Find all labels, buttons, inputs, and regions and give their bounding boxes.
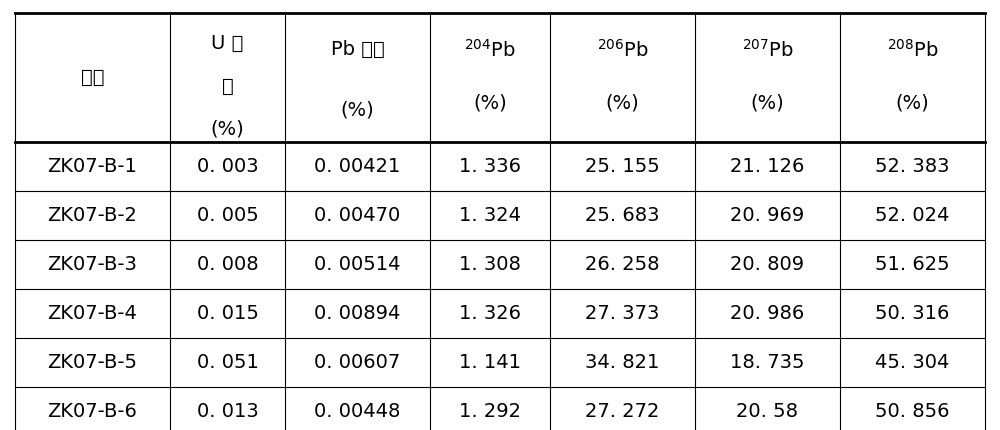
Text: 52. 024: 52. 024 <box>875 206 950 225</box>
Text: 50. 856: 50. 856 <box>875 402 950 421</box>
Text: 1. 292: 1. 292 <box>459 402 521 421</box>
Text: 1. 141: 1. 141 <box>459 353 521 372</box>
Text: 21. 126: 21. 126 <box>730 157 805 176</box>
Text: (%): (%) <box>606 94 639 113</box>
Text: 1. 308: 1. 308 <box>459 255 521 274</box>
Text: Pb 含量: Pb 含量 <box>331 40 384 59</box>
Text: 45. 304: 45. 304 <box>875 353 950 372</box>
Text: (%): (%) <box>473 94 507 113</box>
Text: 25. 683: 25. 683 <box>585 206 660 225</box>
Text: 0. 00448: 0. 00448 <box>314 402 401 421</box>
Text: ZK07-B-1: ZK07-B-1 <box>48 157 137 176</box>
Text: $^{207}$Pb: $^{207}$Pb <box>742 39 793 60</box>
Text: 20. 809: 20. 809 <box>730 255 805 274</box>
Text: (%): (%) <box>211 120 244 138</box>
Text: 量: 量 <box>222 77 233 95</box>
Text: 18. 735: 18. 735 <box>730 353 805 372</box>
Text: ZK07-B-2: ZK07-B-2 <box>48 206 137 225</box>
Text: 0. 00607: 0. 00607 <box>314 353 401 372</box>
Text: ZK07-B-3: ZK07-B-3 <box>48 255 137 274</box>
Text: 0. 00470: 0. 00470 <box>314 206 401 225</box>
Text: 20. 58: 20. 58 <box>736 402 798 421</box>
Text: $^{204}$Pb: $^{204}$Pb <box>464 39 516 60</box>
Text: 20. 986: 20. 986 <box>730 304 805 323</box>
Text: 1. 324: 1. 324 <box>459 206 521 225</box>
Text: 50. 316: 50. 316 <box>875 304 950 323</box>
Text: 0. 00421: 0. 00421 <box>314 157 401 176</box>
Text: 0. 013: 0. 013 <box>197 402 258 421</box>
Text: 0. 015: 0. 015 <box>197 304 258 323</box>
Text: 26. 258: 26. 258 <box>585 255 660 274</box>
Text: 27. 272: 27. 272 <box>585 402 660 421</box>
Text: U 含: U 含 <box>211 34 244 52</box>
Text: 0. 00894: 0. 00894 <box>314 304 401 323</box>
Text: 0. 003: 0. 003 <box>197 157 258 176</box>
Text: $^{208}$Pb: $^{208}$Pb <box>887 39 938 60</box>
Text: (%): (%) <box>341 100 374 119</box>
Text: 样号: 样号 <box>81 68 104 87</box>
Text: (%): (%) <box>751 94 784 113</box>
Text: 0. 005: 0. 005 <box>197 206 258 225</box>
Text: 52. 383: 52. 383 <box>875 157 950 176</box>
Text: ZK07-B-5: ZK07-B-5 <box>48 353 138 372</box>
Text: 27. 373: 27. 373 <box>585 304 660 323</box>
Text: (%): (%) <box>896 94 929 113</box>
Text: 25. 155: 25. 155 <box>585 157 660 176</box>
Text: ZK07-B-6: ZK07-B-6 <box>48 402 137 421</box>
Text: 0. 008: 0. 008 <box>197 255 258 274</box>
Text: $^{206}$Pb: $^{206}$Pb <box>597 39 648 60</box>
Text: ZK07-B-4: ZK07-B-4 <box>48 304 137 323</box>
Text: 1. 336: 1. 336 <box>459 157 521 176</box>
Text: 51. 625: 51. 625 <box>875 255 950 274</box>
Text: 34. 821: 34. 821 <box>585 353 660 372</box>
Text: 1. 326: 1. 326 <box>459 304 521 323</box>
Text: 0. 00514: 0. 00514 <box>314 255 401 274</box>
Text: 20. 969: 20. 969 <box>730 206 805 225</box>
Text: 0. 051: 0. 051 <box>197 353 258 372</box>
